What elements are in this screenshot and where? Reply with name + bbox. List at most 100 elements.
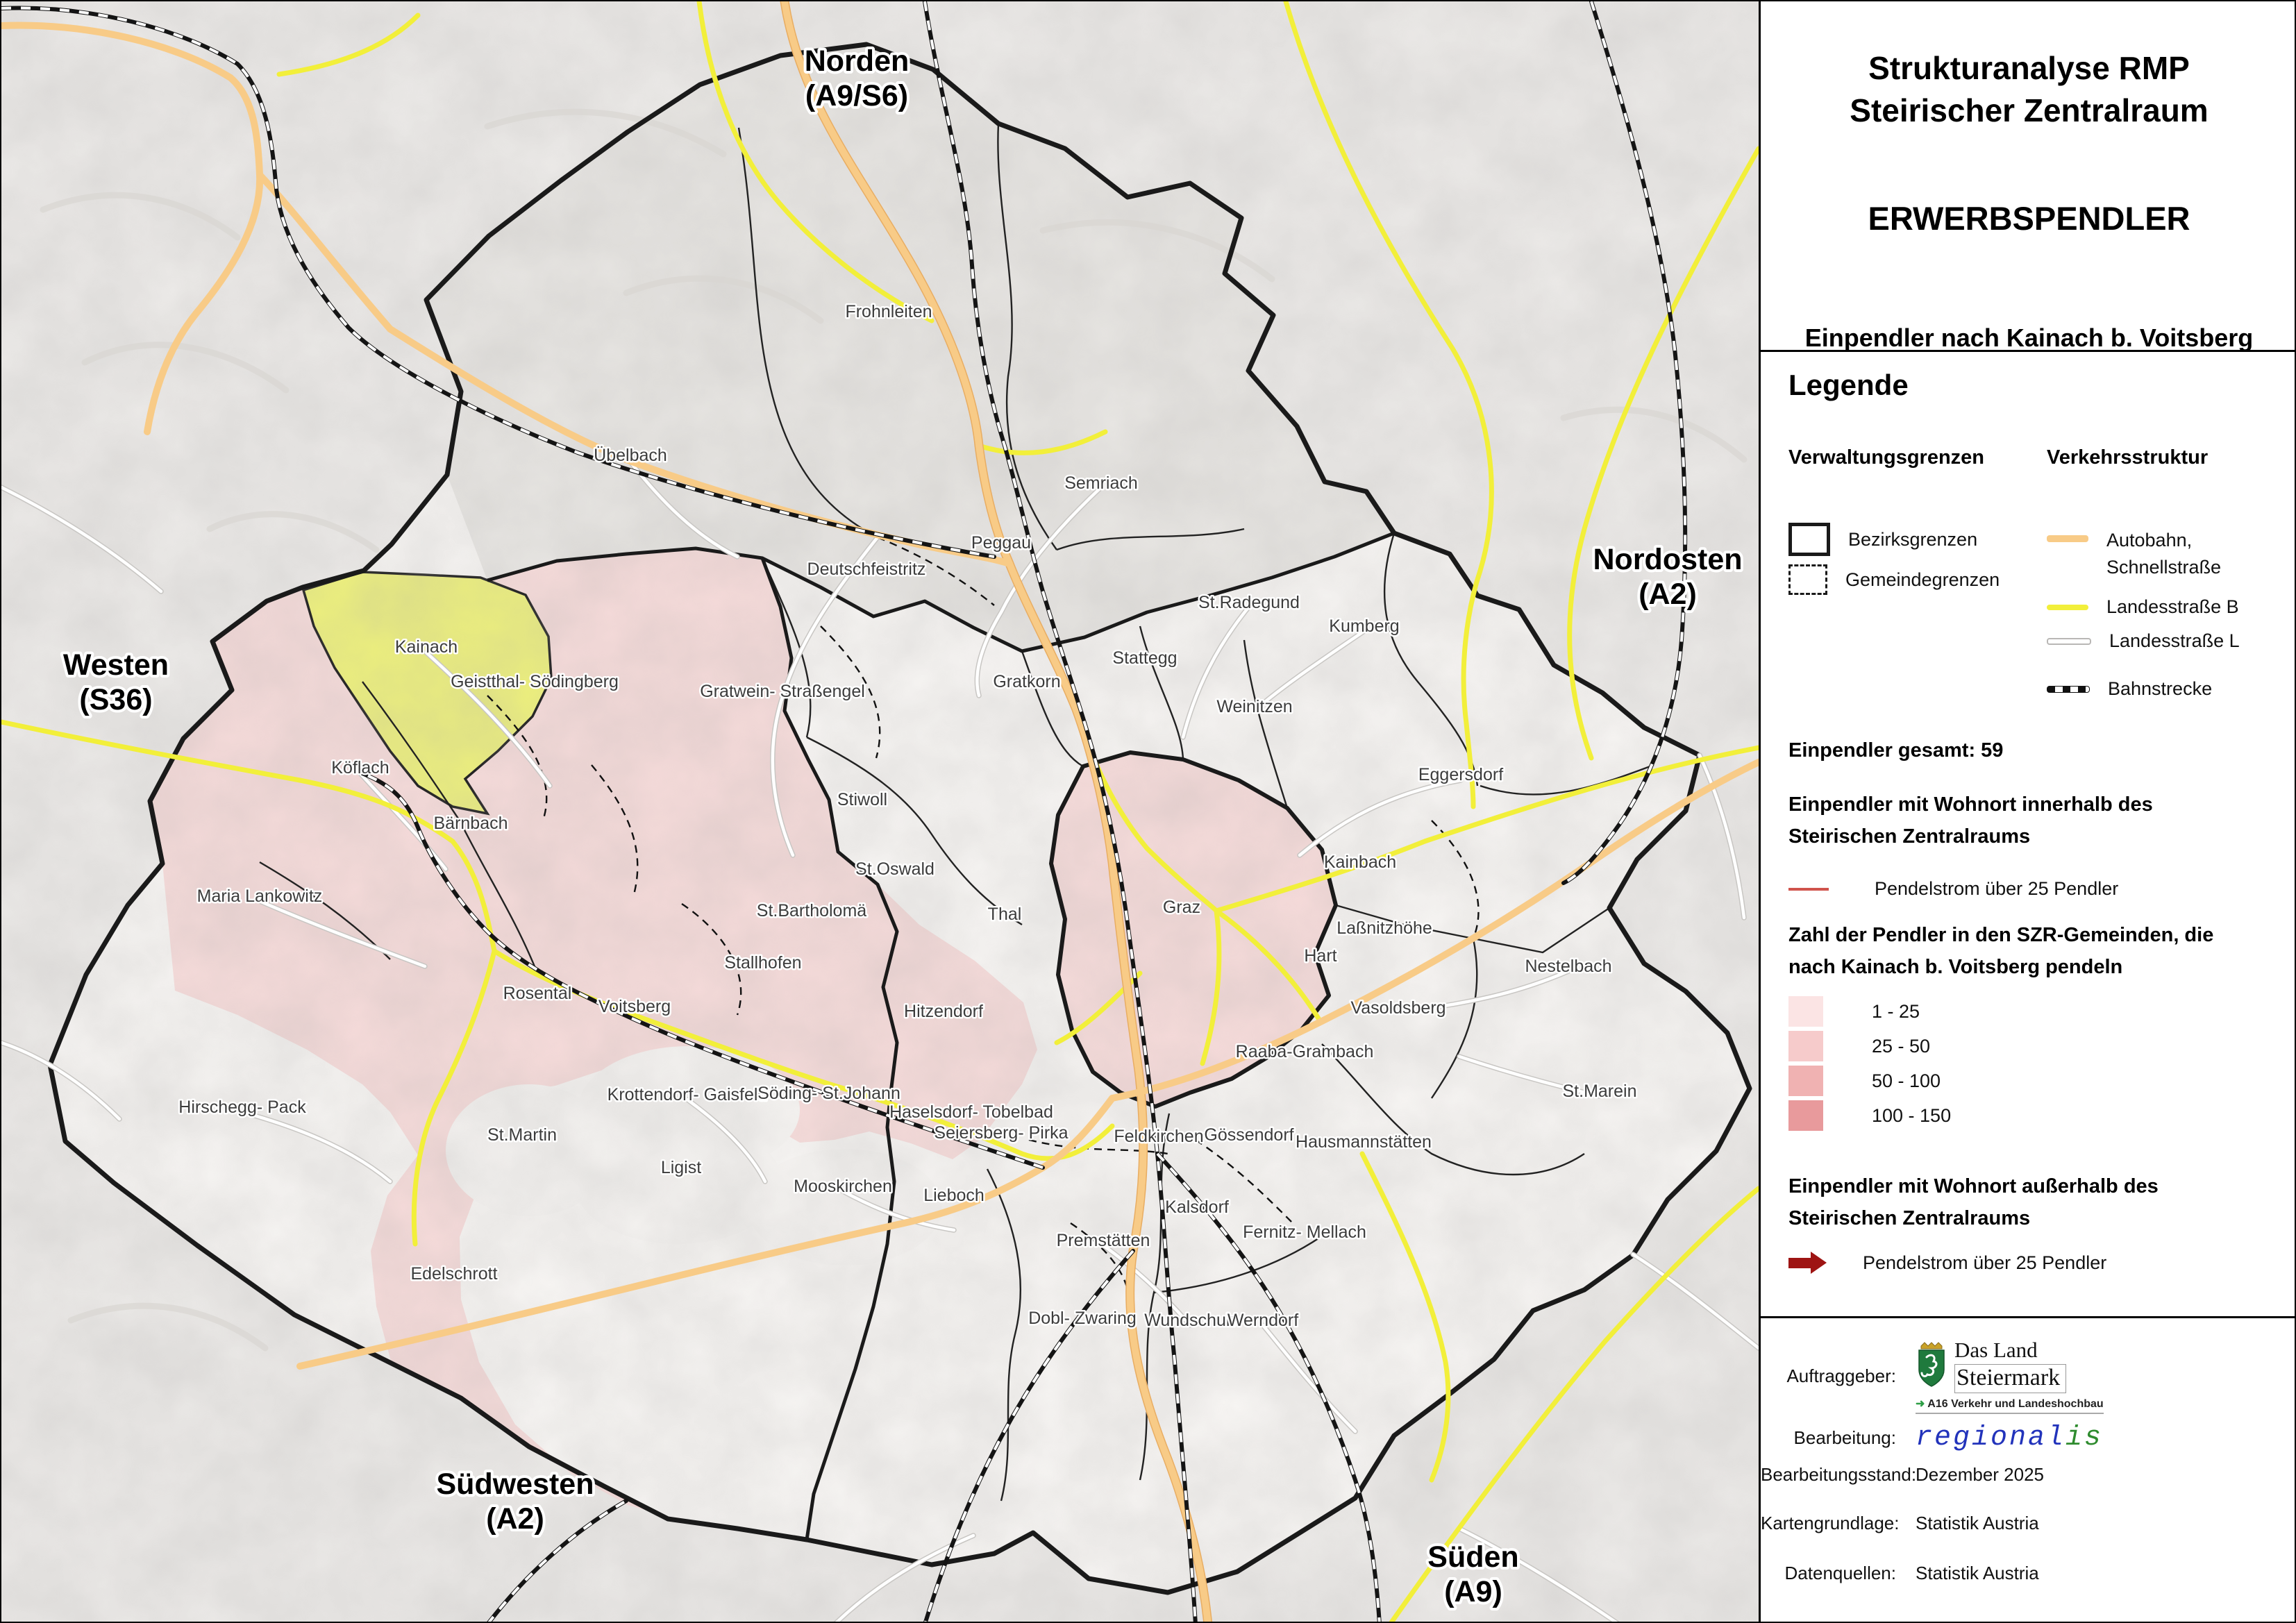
autobahn-roads xyxy=(1,1,1759,1622)
landesstrasse-b-label: Landesstraße B xyxy=(2106,596,2239,617)
map-label: Peggau xyxy=(971,533,1031,553)
outside-section-title: Einpendler mit Wohnort außerhalb des Ste… xyxy=(1788,1175,2159,1229)
map-label: Köflach xyxy=(331,758,389,777)
map-label: Fernitz- Mellach xyxy=(1243,1222,1366,1242)
bahnstrecke-swatch xyxy=(2047,685,2090,693)
kartengrundlage-label: Kartengrundlage: xyxy=(1761,1513,1900,1533)
map-label: Übelbach xyxy=(594,446,667,465)
autobahn-swatch xyxy=(2047,535,2088,542)
map-label: Kainach xyxy=(395,637,458,657)
railways-dash xyxy=(1,1,1687,1622)
map-label: Deutschfeistritz xyxy=(807,560,926,579)
municipal-borders xyxy=(259,123,1654,1502)
map-label: Lieboch xyxy=(923,1186,984,1205)
map-label: Stallhofen xyxy=(724,953,801,973)
map-label: Kainbach xyxy=(1324,852,1396,872)
map-label: Dobl- Zwaring xyxy=(1028,1309,1137,1328)
class-swatch-3 xyxy=(1788,1066,1823,1096)
direction-label: (A2) xyxy=(1639,578,1697,611)
inside-flow-label: Pendelstrom über 25 Pendler xyxy=(1875,878,2119,899)
bearbeitungsstand-label: Bearbeitungsstand: xyxy=(1761,1464,1917,1485)
outside-flow-label: Pendelstrom über 25 Pendler xyxy=(1863,1252,2107,1273)
class-swatch-1 xyxy=(1788,996,1823,1027)
map-label: Hart xyxy=(1304,946,1336,966)
class-range-3: 50 - 100 xyxy=(1872,1070,1941,1091)
direction-label: Westen xyxy=(63,648,169,682)
bearbeitungsstand-value: Dezember 2025 xyxy=(1916,1464,2044,1485)
page-title-line1: Strukturanalyse RMP xyxy=(1868,50,2190,86)
legend-admin-title: Verwaltungsgrenzen xyxy=(1788,446,1985,469)
direction-labels: Norden(A9/S6)Nordosten(A2)Westen(S36)Süd… xyxy=(60,42,1745,1611)
map-label: Rosental xyxy=(503,984,572,1003)
map-label: Werndorf xyxy=(1227,1311,1298,1330)
autobahn-label: Autobahn, Schnellstraße xyxy=(2106,530,2222,578)
green-arrow-icon: ➜ xyxy=(1916,1398,1925,1410)
map-label: Thal xyxy=(988,905,1022,924)
map-label: Graz xyxy=(1163,898,1200,917)
gemeinde-borders xyxy=(487,536,1480,1328)
map-label: Hausmannstätten xyxy=(1296,1132,1432,1152)
class-swatch-2 xyxy=(1788,1031,1823,1061)
direction-label: Süden xyxy=(1427,1540,1518,1574)
map-label: Weinitzen xyxy=(1216,697,1292,716)
logo-text-line1: Das Land xyxy=(1954,1338,2038,1362)
map-label: Hirschegg- Pack xyxy=(178,1098,306,1117)
inside-section-title: Einpendler mit Wohnort innerhalb des Ste… xyxy=(1788,793,2153,848)
map-label: Raaba-Grambach xyxy=(1236,1042,1374,1061)
map-label: Söding- St.Johann xyxy=(757,1084,900,1103)
map-label: St.Oswald xyxy=(855,859,935,879)
direction-label: (A2) xyxy=(486,1502,544,1536)
class-range-4: 100 - 150 xyxy=(1872,1104,1952,1126)
legend-box: Legende Verwaltungsgrenzen Verkehrsstruk… xyxy=(1761,352,2295,1318)
legend-heading: Legende xyxy=(1788,369,1909,401)
auftraggeber-label: Auftraggeber: xyxy=(1786,1365,1896,1386)
regionalis-logo: regionalis xyxy=(1916,1422,2104,1454)
map-label: Frohnleiten xyxy=(845,302,932,321)
map-label: Krottendorf- Gaisfeld xyxy=(607,1085,768,1104)
map-label: Semriach xyxy=(1064,473,1138,493)
logo-department-line: ➜ A16 Verkehr und Landeshochbau xyxy=(1916,1397,2104,1414)
kartengrundlage-value: Statistik Austria xyxy=(1916,1513,2039,1533)
map-label: Maria Lankowitz xyxy=(197,886,323,906)
datenquellen-value: Statistik Austria xyxy=(1916,1563,2039,1583)
class-range-1: 1 - 25 xyxy=(1872,1000,1920,1022)
class-range-2: 25 - 50 xyxy=(1872,1035,1931,1057)
map-label: Kumberg xyxy=(1329,616,1399,636)
hillshade-texture xyxy=(1,1,1759,1622)
das-land-steiermark-logo: Das Land Steiermark ➜ A16 Verkehr und La… xyxy=(1916,1338,2104,1414)
map-label: Geistthal- Södingberg xyxy=(451,672,619,691)
class-swatch-4 xyxy=(1788,1100,1823,1131)
map-label: Gratkorn xyxy=(993,672,1060,691)
map-label: Stattegg xyxy=(1112,648,1177,668)
bezirksgrenzen-swatch xyxy=(1788,523,1830,556)
info-panel: Strukturanalyse RMP Steirischer Zentralr… xyxy=(1759,1,2295,1622)
landesstrasse-b-swatch xyxy=(2047,604,2088,610)
direction-label: Südwesten xyxy=(437,1468,594,1501)
bahnstrecke-label: Bahnstrecke xyxy=(2108,678,2213,699)
map-label: Premstätten xyxy=(1057,1231,1150,1250)
map-label: Laßnitzhöhe xyxy=(1336,918,1432,938)
map-label: Mooskirchen xyxy=(794,1177,892,1196)
map-label: Haselsdorf- Tobelbad xyxy=(889,1102,1053,1122)
logo-text-line2: Steiermark xyxy=(1954,1364,2067,1393)
direction-label: (A9) xyxy=(1444,1575,1502,1608)
map-label: Bärnbach xyxy=(433,814,508,833)
bearbeitung-label: Bearbeitung: xyxy=(1793,1427,1896,1448)
inside-flow-line-swatch xyxy=(1788,887,1829,891)
map-area: Frohnleiten Übelbach Semriach Peggau Deutsch… xyxy=(1,1,1759,1622)
l-roads xyxy=(1,459,1759,1622)
map-label: St.Marein xyxy=(1563,1082,1637,1101)
legend-traffic-title: Verkehrsstruktur xyxy=(2047,446,2209,469)
map-label: Stiwoll xyxy=(837,790,887,809)
direction-label: (S36) xyxy=(79,683,152,716)
datenquellen-label: Datenquellen: xyxy=(1784,1563,1896,1583)
map-label: Nestelbach xyxy=(1525,957,1611,976)
landesstrasse-l-label: Landesstraße L xyxy=(2109,630,2240,651)
map-label: Edelschrott xyxy=(410,1264,497,1284)
map-label: Gössendorf xyxy=(1204,1125,1293,1145)
municipality-labels: Frohnleiten Übelbach Semriach Peggau Deutsch… xyxy=(177,301,1639,1332)
map-label: Wundschuh xyxy=(1144,1311,1236,1330)
map-label: Kalsdorf xyxy=(1165,1197,1229,1217)
direction-label: (A9/S6) xyxy=(805,79,908,112)
